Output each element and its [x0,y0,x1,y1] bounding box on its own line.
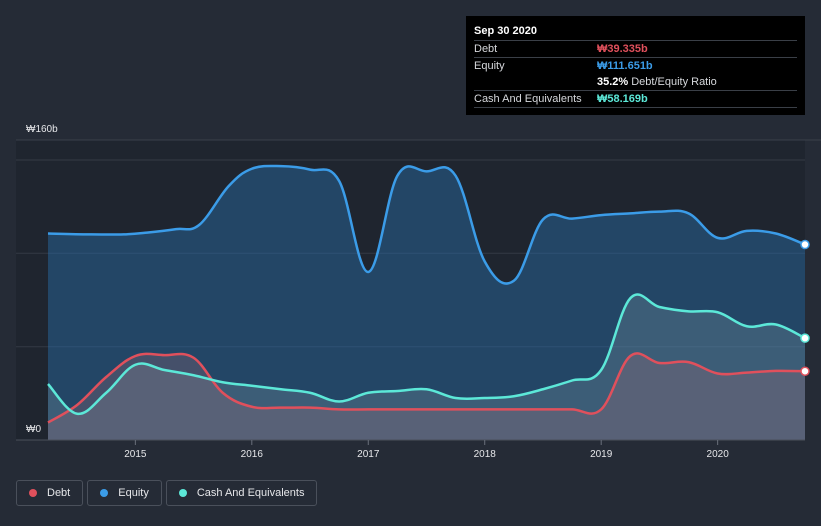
tooltip: Sep 30 2020 Debt ₩39.335b Equity ₩111.65… [466,16,805,115]
x-tick-label-2018: 2018 [474,449,497,460]
legend-dot-debt [29,489,37,497]
tooltip-value-cash: ₩58.169b [597,93,648,105]
tooltip-label-debt: Debt [474,43,498,55]
tooltip-label-equity: Equity [474,60,505,72]
area-equity [48,165,805,440]
legend-dot-equity [100,489,109,497]
tooltip-label-cash: Cash And Equivalents [474,93,582,105]
legend-label-equity: Equity [118,487,149,499]
x-axis: 2015 2016 2017 2018 2019 2020 [16,439,805,460]
series-markers [800,239,810,376]
series-lines [47,164,806,424]
legend-item-equity[interactable]: Equity [87,480,162,506]
line-cash-and-equivalents [47,293,806,416]
legend: Debt Equity Cash And Equivalents [16,480,318,506]
tooltip-label-ratio [474,74,597,90]
legend-label-debt: Debt [47,487,71,499]
area-debt [48,353,805,440]
x-tick-label-2020: 2020 [707,449,730,460]
plot-background-future [805,140,821,440]
legend-item-cash[interactable]: Cash And Equivalents [165,480,318,506]
tooltip-row-cash: Cash And Equivalents ₩58.169b [474,91,797,108]
legend-dot-cash [178,489,187,497]
tooltip-date: Sep 30 2020 [474,23,797,41]
x-tick-label-2019: 2019 [590,449,613,460]
series-areas [48,165,805,440]
tooltip-value-equity: ₩111.651b [597,60,653,72]
legend-item-debt[interactable]: Debt [16,480,84,506]
x-tick-label-2015: 2015 [124,449,147,460]
tooltip-row-debt: Debt ₩39.335b [474,41,797,58]
marker-debt [800,366,810,376]
tooltip-value-debt: ₩39.335b [597,43,648,55]
tooltip-ratio-suffix: Debt/Equity Ratio [631,76,717,88]
y-tick-label-0: ₩160b [26,124,58,135]
x-tick-label-2017: 2017 [357,449,380,460]
marker-equity [800,239,810,250]
line-debt [47,352,806,424]
x-tick-label-2016: 2016 [241,449,264,460]
marker-cash-and-equivalents [800,333,810,343]
tooltip-row-ratio: 35.2% Debt/Equity Ratio [474,74,797,91]
tooltip-value-ratio: 35.2% [597,76,629,88]
tooltip-row-equity: Equity ₩111.651b [474,58,797,74]
area-cash-and-equivalents [48,294,805,440]
line-equity [47,164,806,285]
y-axis: ₩160b ₩0 [26,124,58,435]
y-tick-label-1: ₩0 [26,424,41,435]
legend-label-cash: Cash And Equivalents [196,487,305,499]
